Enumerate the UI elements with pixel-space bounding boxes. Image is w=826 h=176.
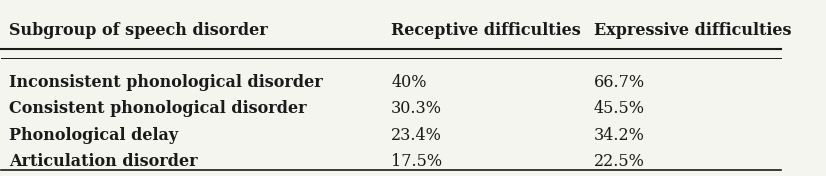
Text: Consistent phonological disorder: Consistent phonological disorder xyxy=(9,100,306,117)
Text: 30.3%: 30.3% xyxy=(391,100,442,117)
Text: Expressive difficulties: Expressive difficulties xyxy=(594,22,791,39)
Text: 23.4%: 23.4% xyxy=(391,127,442,144)
Text: Inconsistent phonological disorder: Inconsistent phonological disorder xyxy=(9,74,323,90)
Text: Receptive difficulties: Receptive difficulties xyxy=(391,22,581,39)
Text: 40%: 40% xyxy=(391,74,426,90)
Text: Phonological delay: Phonological delay xyxy=(9,127,178,144)
Text: 66.7%: 66.7% xyxy=(594,74,645,90)
Text: 17.5%: 17.5% xyxy=(391,153,442,170)
Text: 22.5%: 22.5% xyxy=(594,153,644,170)
Text: Subgroup of speech disorder: Subgroup of speech disorder xyxy=(9,22,268,39)
Text: 45.5%: 45.5% xyxy=(594,100,645,117)
Text: 34.2%: 34.2% xyxy=(594,127,644,144)
Text: Articulation disorder: Articulation disorder xyxy=(9,153,197,170)
